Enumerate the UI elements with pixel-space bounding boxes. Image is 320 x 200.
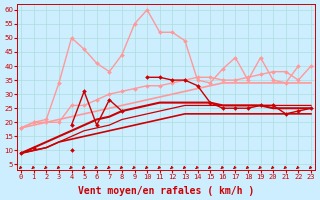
X-axis label: Vent moyen/en rafales ( km/h ): Vent moyen/en rafales ( km/h ): [78, 186, 254, 196]
